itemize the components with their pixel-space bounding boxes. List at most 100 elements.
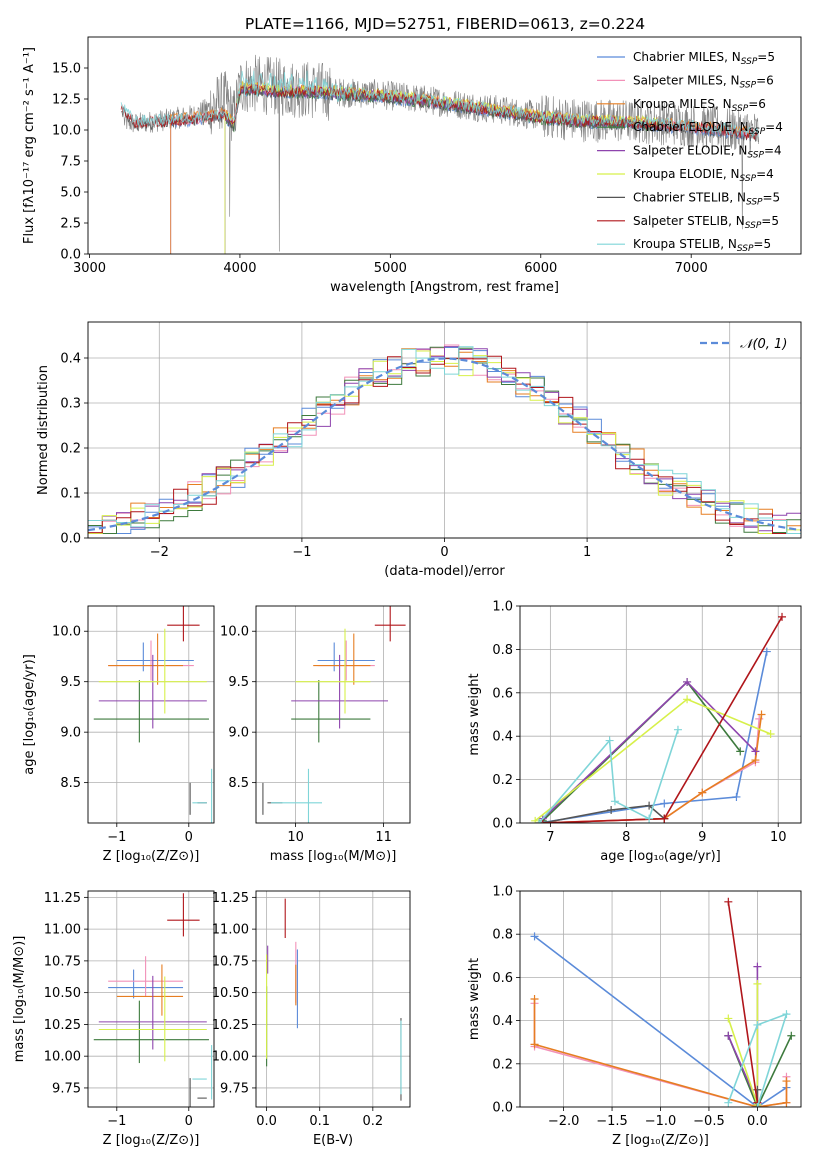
normal-curve bbox=[88, 357, 801, 532]
tick-label-x: −1 bbox=[292, 545, 311, 560]
legend-label: Kroupa MILES, NSSP=6 bbox=[633, 97, 766, 114]
marker-krou_miles bbox=[698, 788, 707, 797]
marker-salp_stelib bbox=[660, 814, 669, 823]
tick-label-x: 0 bbox=[185, 1114, 193, 1129]
errorbar-krou_stelib bbox=[192, 768, 213, 823]
plot-area bbox=[530, 897, 796, 1107]
marker-krou_elodie bbox=[766, 730, 775, 739]
panel-spectrum: 3000 4000 5000 6000 7000 0.0 2.5 5.0 7.5 10.0 12.5… bbox=[22, 36, 802, 295]
legend-text: Chabrier MILES, N bbox=[633, 50, 741, 64]
tick-label-x: −2.0 bbox=[548, 1114, 580, 1129]
tick-label-x: 4000 bbox=[223, 261, 256, 276]
panel-mass_vs_ebv: 0.0 0.1 0.2 9.75 10.00 10.25 10.50 10.75 11.00 11… bbox=[212, 890, 411, 1148]
legend-text: =4 bbox=[764, 144, 782, 158]
axes-frame bbox=[87, 890, 215, 1108]
errorbar-krou_stelib bbox=[192, 1045, 213, 1100]
marker-krou_stelib bbox=[782, 1010, 791, 1019]
marker-salp_stelib bbox=[778, 612, 787, 621]
histogram-krou_stelib bbox=[88, 346, 801, 534]
x-axis-label: Z [log₁₀(Z/Z⊙)] bbox=[103, 849, 200, 864]
legend-label: 𝒩(0, 1) bbox=[740, 337, 787, 352]
model-krou_stelib bbox=[120, 70, 759, 138]
tick-label-y: 10.75 bbox=[44, 954, 81, 969]
tick-label-y: 10.0 bbox=[220, 625, 249, 640]
errorbar-salp_elodie bbox=[98, 654, 207, 729]
tick-label-y: 5.0 bbox=[60, 186, 81, 201]
tick-label-y: 11.00 bbox=[44, 923, 81, 938]
tick-label-y: 10.25 bbox=[44, 1018, 81, 1033]
tick-label-y: 10.25 bbox=[212, 1018, 249, 1033]
y-axis-label: age [log₁₀(age/yr)] bbox=[22, 654, 37, 775]
tick-label-x: 0.0 bbox=[256, 1114, 277, 1129]
legend-subscript: SSP bbox=[740, 174, 757, 184]
tick-label-x: 3000 bbox=[73, 261, 106, 276]
tick-label-y: 0.8 bbox=[492, 643, 513, 658]
legend-subscript: SSP bbox=[737, 244, 754, 254]
errorbar-krou_miles bbox=[116, 964, 184, 1016]
y-axis-label: mass weight bbox=[467, 958, 482, 1040]
tick-label-y: 9.5 bbox=[60, 675, 81, 690]
marker-krou_miles bbox=[751, 756, 760, 765]
tick-label-y: 15.0 bbox=[52, 62, 81, 77]
plot-area bbox=[88, 344, 801, 534]
tick-label-y: 9.5 bbox=[228, 675, 249, 690]
marker-krou_stelib bbox=[724, 1098, 733, 1107]
legend-text: Salpeter MILES, N bbox=[633, 73, 740, 87]
tick-label-y: 9.0 bbox=[228, 726, 249, 741]
tick-label-y: 10.50 bbox=[212, 986, 249, 1001]
errorbar-chab_stelib bbox=[262, 782, 283, 815]
y-axis-label: mass weight bbox=[467, 673, 482, 755]
tick-label-x: −1.5 bbox=[596, 1114, 628, 1129]
plot-area bbox=[120, 54, 759, 254]
marker-krou_miles bbox=[530, 995, 539, 1003]
tick-label-y: 7.5 bbox=[60, 155, 81, 170]
marker-krou_miles bbox=[782, 1077, 791, 1086]
errorbar-salp_stelib bbox=[374, 606, 406, 642]
histogram-salp_elodie bbox=[88, 346, 801, 534]
marker-salp_stelib bbox=[724, 897, 733, 906]
tick-label-y: 10.0 bbox=[52, 124, 81, 139]
tick-label-y: 0.0 bbox=[60, 532, 81, 547]
marker-chab_elodie bbox=[736, 747, 745, 756]
series-krou_stelib bbox=[538, 729, 679, 823]
marker-salp_stelib bbox=[538, 819, 547, 823]
tick-label-x: −2 bbox=[150, 545, 169, 560]
legend-text: Chabrier STELIB, N bbox=[633, 190, 746, 204]
series-salp_stelib bbox=[727, 901, 759, 1107]
tick-label-x: −1 bbox=[107, 830, 126, 845]
tick-label-y: 0.2 bbox=[60, 442, 81, 457]
legend-subscript: SSP bbox=[740, 80, 757, 90]
tick-label-y: 0.6 bbox=[492, 971, 513, 986]
tick-label-y: 8.5 bbox=[60, 776, 81, 791]
tick-label-x: 7 bbox=[546, 830, 554, 845]
tick-label-y: 0.2 bbox=[492, 773, 513, 788]
tick-label-y: 10.00 bbox=[44, 1050, 81, 1065]
legend-text: Kroupa ELODIE, N bbox=[633, 167, 740, 181]
tick-label-y: 9.75 bbox=[52, 1081, 81, 1096]
errorbar-chab_miles bbox=[116, 642, 194, 672]
errorbar-krou_elodie bbox=[98, 628, 207, 714]
tick-label-y: 9.75 bbox=[220, 1081, 249, 1096]
tick-label-x: 1 bbox=[583, 545, 591, 560]
y-axis-label: Flux [fλ10⁻¹⁷ erg cm⁻² s⁻¹ A⁻¹] bbox=[22, 47, 37, 244]
tick-label-y: 0.0 bbox=[492, 1101, 513, 1116]
marker-chab_stelib bbox=[645, 801, 654, 810]
tick-label-x: 0.2 bbox=[362, 1114, 383, 1129]
marker-krou_elodie bbox=[531, 816, 540, 823]
marker-salp_elodie bbox=[683, 677, 692, 686]
panel-mass_vs_Z: −1 0 9.75 10.00 10.25 10.50 10.75 11.00 11.25 Z [… bbox=[12, 890, 215, 1148]
axes-frame bbox=[255, 890, 411, 1108]
marker-salp_elodie bbox=[724, 1031, 733, 1040]
axes-frame bbox=[87, 321, 802, 539]
tick-label-y: 10.75 bbox=[212, 954, 249, 969]
axes-frame bbox=[519, 890, 802, 1108]
legend-text: =6 bbox=[748, 97, 766, 111]
errorbar-krou_miles bbox=[313, 633, 371, 685]
marker-krou_stelib bbox=[534, 819, 543, 823]
legend-text: Salpeter STELIB, N bbox=[633, 214, 745, 228]
tick-label-x: −1.0 bbox=[645, 1114, 677, 1129]
legend-text: =5 bbox=[753, 237, 771, 251]
series-krou_elodie bbox=[534, 698, 771, 822]
x-axis-label: (data-model)/error bbox=[384, 564, 505, 579]
histogram-salp_stelib bbox=[88, 355, 801, 534]
